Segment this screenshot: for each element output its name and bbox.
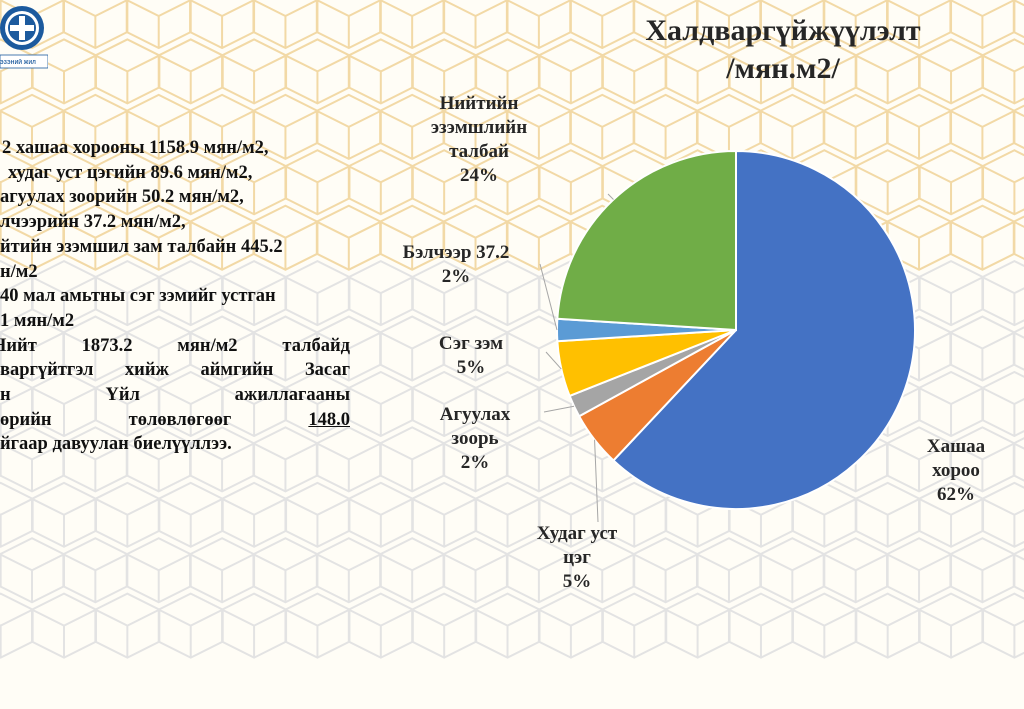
body-line: йтийн эзэмшил зам талбайн 445.2 [0,236,283,257]
background-tile [981,592,1024,659]
data-label-line: хороо [932,460,980,481]
word: Нийт [0,335,37,356]
word: н [0,385,11,406]
body-line: 40 мал амьтны сэг зэмийг устган [0,286,276,307]
word: 1873.2 [81,335,133,356]
background-tile [981,370,1024,438]
background-tile [1012,548,1024,593]
pie-slice [556,149,737,332]
data-label-niitiin: Нийтийн эзэмшлийн талбай 24% [422,92,536,188]
data-label-line: цэг [563,547,591,568]
body-line-justified: варгүйтгэл хийж аймгийн Засаг [0,358,350,383]
pie-slice [612,149,916,510]
background-tile [1012,104,1024,150]
data-label-line: Агуулах [439,404,511,425]
body-line: худаг уст цэгийн 89.6 мян/м2, [8,162,253,183]
data-label-belcheer: Бэлчээр 37.2 2% [388,241,524,289]
highlight-value: 148.0 [308,409,350,430]
background-tile [981,481,1024,548]
background-tile [981,149,1024,216]
data-label-line: Бэлчээр 37.2 [402,242,510,263]
word: талбайд [282,335,350,356]
data-label-line: зоорь [451,428,499,449]
body-line: агуулах зоорийн 50.2 мян/м2, [0,187,244,208]
word: төлөвлөгөөг [128,409,232,430]
body-line: 2 хашаа хорооны 1158.9 мян/м2, [2,138,269,158]
leader-line [594,439,599,523]
background-tile [1012,0,1024,39]
word: өрийн [0,409,52,430]
background-tile [1012,437,1024,482]
data-label-hashaa: Хашаа хороо 62% [912,435,1000,507]
data-label-value: 5% [456,357,486,378]
background-tile [1012,215,1024,260]
leader-line [545,351,562,370]
body-line: лчээрийн 37.2 мян/м2, [0,212,186,233]
data-label-value: 62% [937,484,975,505]
body-line: н/м2 [0,261,38,282]
background-tile [1012,326,1024,371]
data-label-value: 5% [562,571,592,592]
body-line-justified: өрийн төлөвлөгөөг 148.0 [0,408,350,433]
logo-caption: ЭЗЭНИЙ ЖИЛ [0,60,36,66]
word: хийж [124,360,169,381]
word: аймгийн [200,360,274,381]
background-tile [981,260,1024,327]
data-label-aguulah: Агуулах зоорь 2% [428,403,522,475]
leader-line [543,405,575,413]
body-line: 1 мян/м2 [0,310,75,331]
data-label-line: Нийтийн [439,93,519,114]
chart-title-line: /мян.м2/ [726,52,840,85]
data-label-value: 2% [460,452,490,473]
organization-logo [0,6,48,69]
data-label-line: талбай [449,141,509,162]
data-label-line: Хашаа [926,436,986,457]
word: Засаг [304,360,350,381]
chart-title: Халдваргүйжүүлэлт /мян.м2/ [608,12,958,88]
data-label-line: Худаг уст [536,523,618,544]
data-label-line: эзэмшлийн [430,117,528,138]
leader-line [539,263,558,331]
word: ажиллагааны [234,385,351,406]
body-line: йгаар давуулан биелүүллээ. [0,434,232,455]
word: Үйл [105,385,140,406]
word: варгүйтгэл [0,360,94,381]
data-label-value: 24% [460,165,498,186]
body-text: 2 хашаа хорооны 1158.9 мян/м2, худаг уст… [0,136,350,457]
data-label-line: Сэг зэм [438,333,504,354]
body-line-justified: н Үйл ажиллагааны [0,383,350,408]
data-label-hudag: Худаг уст цэг 5% [522,522,632,594]
background-tile [981,38,1024,105]
body-line-justified: Нийт 1873.2 мян/м2 талбайд [0,334,350,359]
data-label-value: 2% [441,266,471,287]
data-label-seg: Сэг зэм 5% [424,332,518,380]
word: мян/м2 [177,335,238,356]
chart-title-line: Халдваргүйжүүлэлт [645,14,921,47]
leader-line [607,193,614,200]
